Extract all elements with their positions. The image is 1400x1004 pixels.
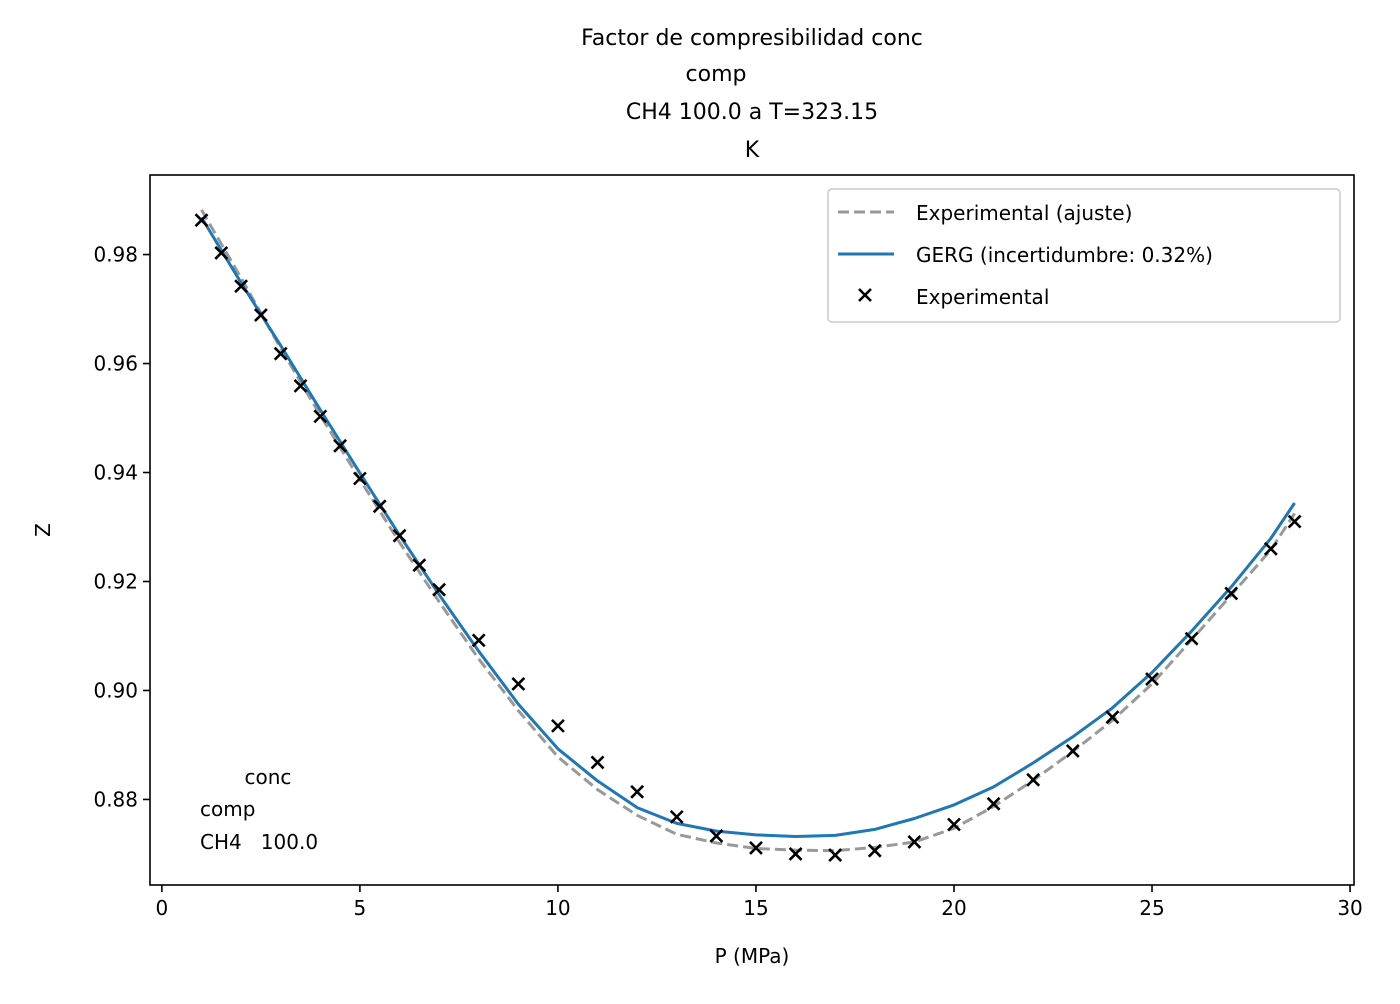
scatter-point <box>333 438 348 453</box>
scatter-point <box>828 848 843 862</box>
y-axis-ticks: 0.88 0.90 0.92 0.94 0.96 0.98 <box>93 243 150 811</box>
legend-box <box>827 188 1341 323</box>
scatter-point <box>352 471 367 486</box>
x-axis-ticks: 0 5 10 15 20 25 30 <box>156 885 1363 920</box>
scatter-point <box>1145 672 1159 686</box>
scatter-point <box>1287 514 1302 529</box>
y-axis-label: Z <box>31 523 55 537</box>
y-tick-label: 0.90 <box>93 678 138 702</box>
series-layer <box>194 209 1302 862</box>
scatter-point <box>1224 586 1239 601</box>
chart-title-line: CH4 100.0 a T=323.15 <box>626 100 878 125</box>
scatter-point <box>372 499 387 514</box>
y-tick-label: 0.88 <box>93 787 138 811</box>
scatter-point <box>630 784 645 799</box>
scatter-point <box>194 213 209 228</box>
chart-title-line: Factor de compresibilidad conc <box>581 26 923 51</box>
plot-area <box>149 174 1355 886</box>
annotation: conc comp CH4 100.0 <box>200 765 318 854</box>
legend-swatch-experimental <box>858 288 872 302</box>
x-axis-label: P (MPa) <box>715 944 790 968</box>
scatter-point <box>907 835 922 849</box>
scatter-point <box>1184 631 1199 646</box>
y-tick-label: 0.92 <box>93 569 138 593</box>
x-tick-label: 25 <box>1139 896 1164 920</box>
y-tick-label: 0.94 <box>93 461 138 485</box>
scatter-point <box>590 755 605 770</box>
scatter-point <box>432 582 447 597</box>
scatter-point <box>867 843 882 858</box>
scatter-point <box>293 378 308 393</box>
scatter-point <box>947 817 961 832</box>
x-tick-label: 15 <box>743 896 768 920</box>
x-tick-label: 10 <box>545 896 570 920</box>
scatter-point <box>511 677 526 691</box>
scatter-point <box>709 829 724 843</box>
scatter-point <box>214 246 229 260</box>
scatter-point <box>669 809 684 824</box>
scatter-point <box>749 841 763 855</box>
scatter-point <box>412 558 427 573</box>
scatter-point <box>1105 710 1120 725</box>
annotation-line: CH4 100.0 <box>200 830 318 854</box>
scatter-point <box>392 528 407 543</box>
y-tick-label: 0.98 <box>93 243 138 267</box>
chart-title-line: comp <box>686 62 747 87</box>
x-tick-label: 30 <box>1337 896 1362 920</box>
chart-title-line: K <box>745 138 760 163</box>
legend-label-fit: Experimental (ajuste) <box>916 201 1132 225</box>
scatter-point <box>471 633 486 648</box>
scatter-point <box>234 279 249 294</box>
scatter-point <box>551 718 565 733</box>
x-tick-label: 0 <box>156 896 169 920</box>
x-tick-label: 20 <box>941 896 966 920</box>
legend-label-experimental: Experimental <box>916 285 1049 309</box>
x-tick-label: 5 <box>354 896 367 920</box>
chart-title: Factor de compresibilidad conc comp CH4 … <box>581 26 923 163</box>
scatter-point <box>1065 744 1080 758</box>
scatter-point <box>313 409 328 424</box>
series-line-1 <box>200 216 1296 838</box>
scatter-point <box>273 346 288 361</box>
scatter-point <box>1026 772 1041 787</box>
scatter-point <box>986 796 1001 811</box>
scatter-point <box>1263 541 1278 556</box>
y-tick-label: 0.96 <box>93 352 138 376</box>
annotation-line: comp <box>200 797 255 821</box>
scatter-point <box>253 308 268 322</box>
scatter-point <box>788 847 803 861</box>
series-line-0 <box>200 209 1296 853</box>
legend-label-gerg: GERG (incertidumbre: 0.32%) <box>916 243 1213 267</box>
annotation-line: conc <box>200 765 291 789</box>
legend: Experimental (ajuste) GERG (incertidumbr… <box>827 188 1341 323</box>
